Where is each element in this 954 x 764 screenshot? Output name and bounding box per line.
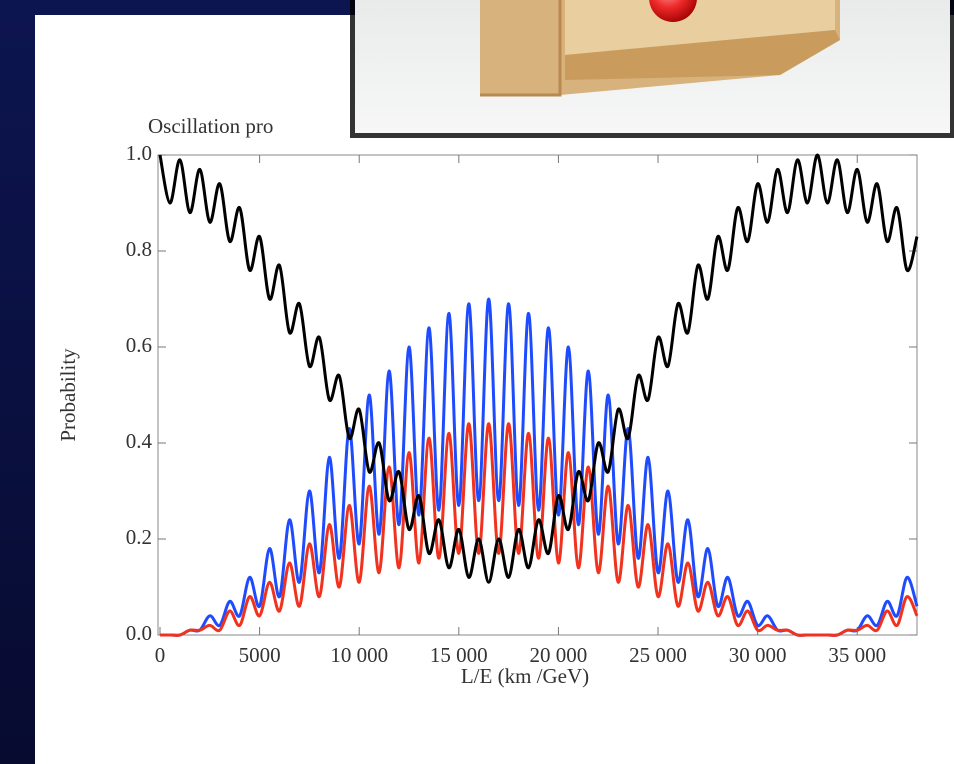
x-tick-label: 15 000 [430,643,488,667]
x-tick-label: 35 000 [828,643,886,667]
x-tick-label: 0 [155,643,166,667]
y-tick-label: 0.0 [126,621,152,645]
x-tick-label: 5000 [239,643,281,667]
x-tick-label: 25 000 [629,643,687,667]
y-tick-label: 0.6 [126,333,152,357]
overlay-photo [350,0,954,138]
x-tick-label: 20 000 [530,643,588,667]
y-tick-label: 0.8 [126,237,152,261]
y-tick-label: 0.2 [126,525,152,549]
slide: Oscillation pro L/E (km /GeV) Probabilit… [0,0,954,764]
x-tick-label: 30 000 [729,643,787,667]
x-tick-label: 10 000 [330,643,388,667]
y-tick-label: 0.4 [126,429,153,453]
chart-title: Oscillation pro [148,114,273,138]
x-axis-label: L/E (km /GeV) [461,664,589,688]
y-tick-label: 1.0 [126,141,152,165]
y-axis-label: Probability [56,348,80,442]
page: {"chart_data": {"type": "line", "title":… [0,0,954,764]
